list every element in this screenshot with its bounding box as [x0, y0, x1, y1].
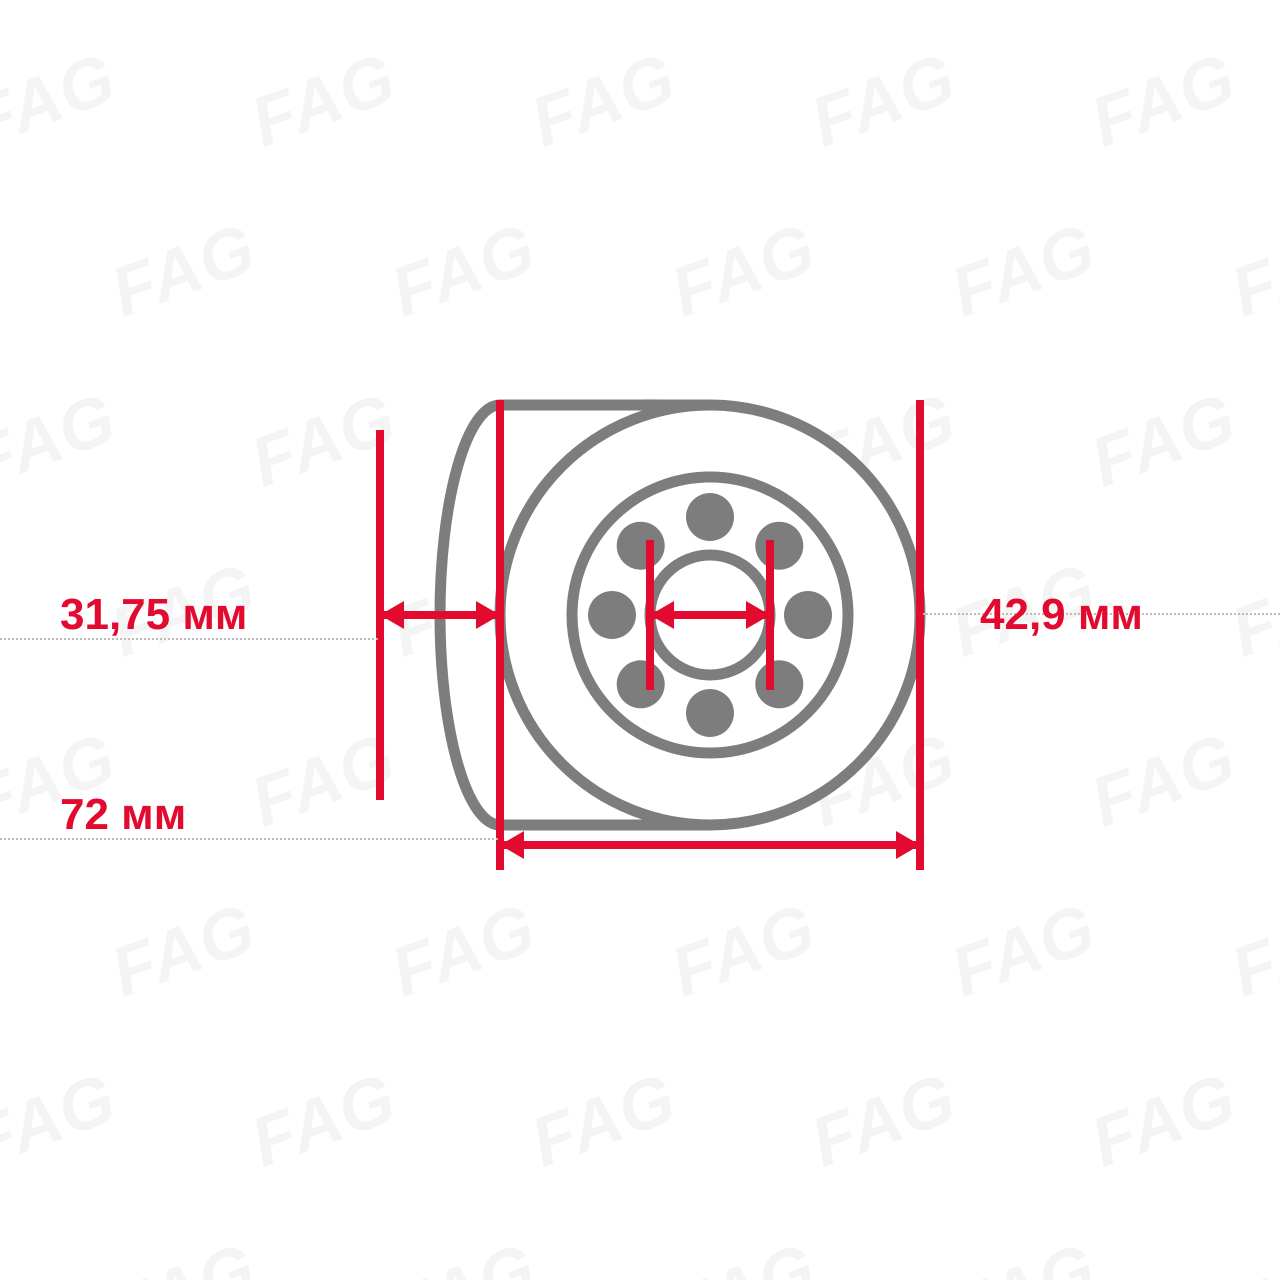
bearing-drawing — [0, 0, 1280, 1280]
outer-diameter-label: 72 мм — [60, 790, 186, 840]
bore-diameter-label: 31,75 мм — [60, 590, 247, 640]
width-label: 42,9 мм — [980, 590, 1143, 640]
diagram-canvas: FAGFAGFAGFAGFAGFAGFAGFAGFAGFAGFAGFAGFAGF… — [0, 0, 1280, 1280]
